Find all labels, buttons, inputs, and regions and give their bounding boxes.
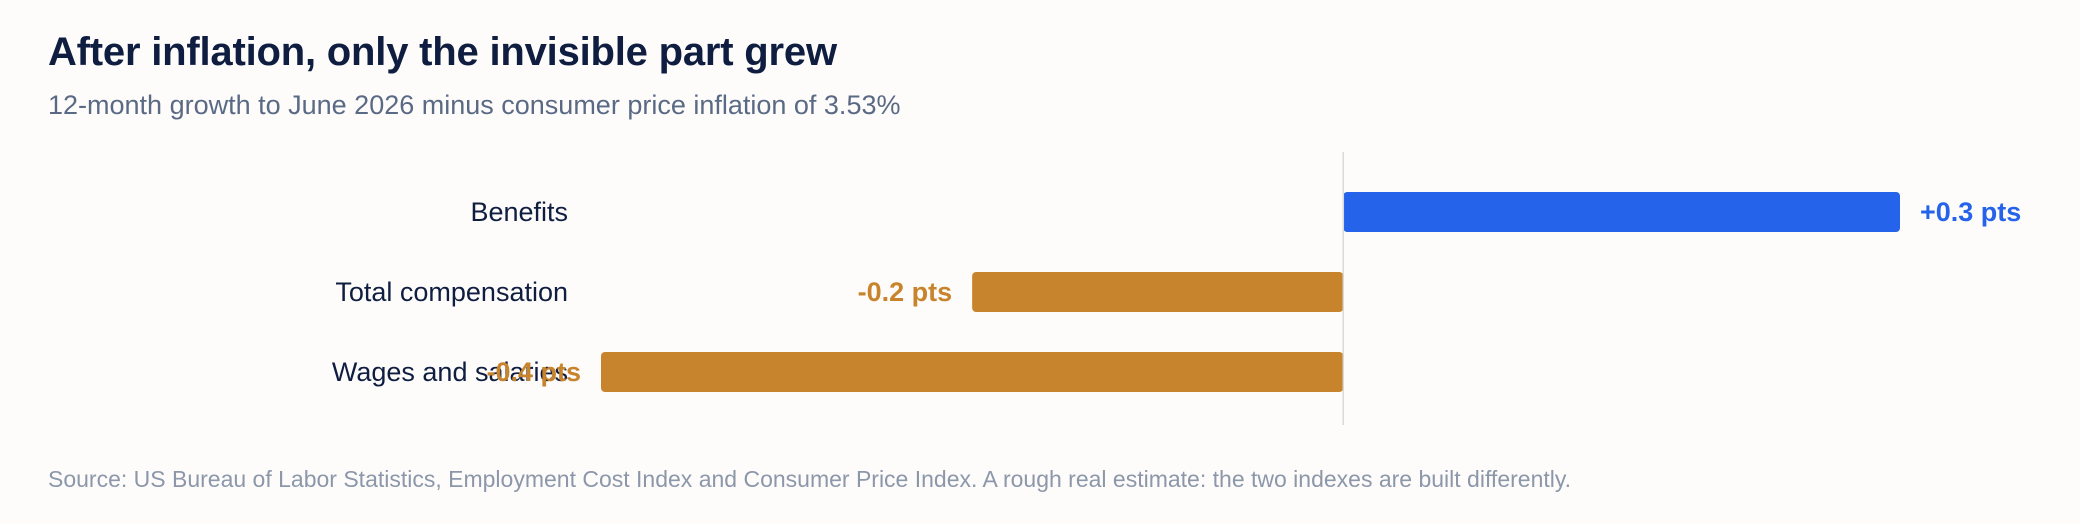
bar-wages-and-salaries bbox=[601, 352, 1344, 392]
chart-subtitle: 12-month growth to June 2026 minus consu… bbox=[48, 90, 901, 120]
bar-chart: Benefits +0.3 pts Total compensation -0.2 p… bbox=[332, 152, 2021, 425]
chart-title: After inflation, only the invisible part… bbox=[48, 30, 837, 74]
bar-benefits bbox=[1343, 192, 1900, 232]
bars-layer bbox=[601, 192, 1900, 392]
category-label-total-compensation: Total compensation bbox=[335, 277, 568, 307]
value-label-wages-and-salaries: -0.4 pts bbox=[486, 357, 581, 387]
category-label-benefits: Benefits bbox=[470, 197, 568, 227]
source-note: Source: US Bureau of Labor Statistics, E… bbox=[48, 466, 1572, 492]
value-label-total-compensation: -0.2 pts bbox=[858, 277, 953, 307]
category-label-wages-and-salaries: Wages and salaries bbox=[332, 357, 568, 387]
bar-total-compensation bbox=[972, 272, 1344, 312]
value-label-benefits: +0.3 pts bbox=[1920, 197, 2021, 227]
labels-layer: Benefits +0.3 pts Total compensation -0.2 p… bbox=[332, 197, 2021, 387]
